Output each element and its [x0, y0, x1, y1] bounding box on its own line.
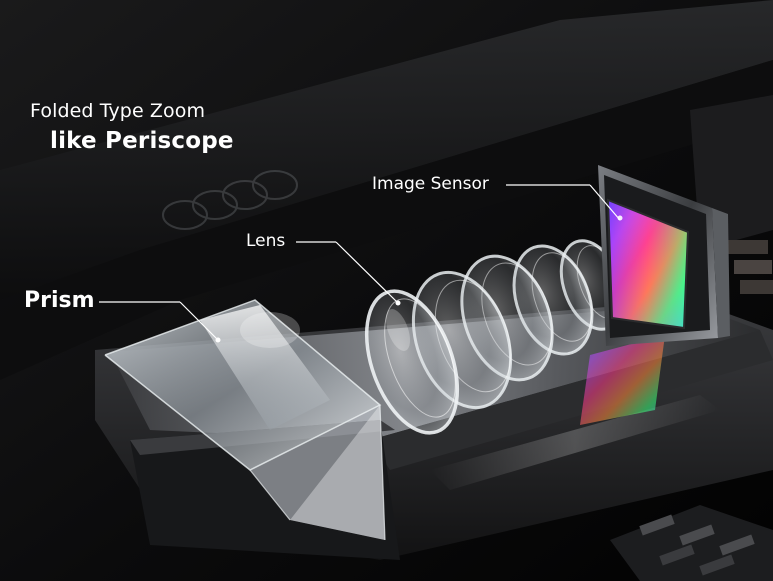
- leader-line-prism-tail: [179, 301, 219, 341]
- label-prism: Prism: [24, 288, 95, 313]
- leader-lines: [99, 184, 621, 343]
- leader-line-lens-tail: [335, 241, 399, 304]
- leader-line-image-sensor-tail: [589, 184, 621, 221]
- lens-1: [364, 289, 460, 435]
- label-image-sensor: Image Sensor: [372, 174, 489, 194]
- leader-dot-prism: [215, 337, 221, 343]
- prism: [104, 299, 386, 541]
- image-sensor: [598, 165, 730, 346]
- background-lens-reflections: [162, 170, 298, 230]
- title-line-1: Folded Type Zoom: [30, 100, 206, 122]
- title-line-2: like Periscope: [50, 128, 234, 154]
- phone-rail-upper: [0, 0, 773, 300]
- base-plate-edge: [370, 330, 773, 470]
- base-reflection: [430, 395, 720, 490]
- circuit-components-bottom: [610, 505, 773, 581]
- phone-rail-lower: [0, 60, 773, 380]
- circuit-components-right: [728, 240, 773, 294]
- label-lens: Lens: [246, 231, 286, 251]
- leader-dot-lens: [395, 300, 401, 306]
- sensor-reflection: [580, 335, 665, 425]
